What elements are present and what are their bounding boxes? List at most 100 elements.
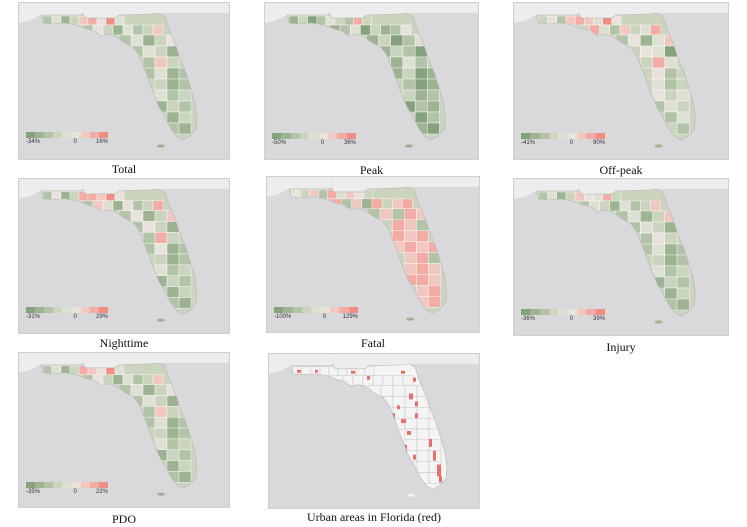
county bbox=[414, 56, 428, 69]
county bbox=[351, 198, 363, 209]
county bbox=[404, 230, 417, 242]
ramp-swatch bbox=[586, 133, 596, 139]
color-ramp bbox=[26, 307, 108, 313]
legend-min-label: -41% bbox=[521, 140, 536, 146]
color-ramp bbox=[521, 309, 605, 315]
ramp-swatch bbox=[80, 307, 90, 313]
urban-area bbox=[401, 419, 406, 424]
county bbox=[154, 242, 168, 255]
county bbox=[664, 265, 678, 278]
legend-max-label: 29% bbox=[95, 314, 108, 320]
ramp-swatch bbox=[595, 133, 605, 139]
florida-outline bbox=[286, 12, 446, 141]
county bbox=[652, 232, 666, 245]
county bbox=[166, 253, 180, 266]
urban-area bbox=[415, 413, 418, 419]
county bbox=[664, 232, 678, 245]
county bbox=[166, 460, 180, 472]
ramp-swatch bbox=[71, 482, 81, 488]
legend-mid-label: 0 bbox=[73, 489, 77, 495]
county bbox=[112, 374, 124, 385]
county bbox=[166, 111, 180, 124]
ramp-swatch bbox=[26, 307, 36, 313]
color-ramp bbox=[274, 307, 358, 313]
county bbox=[414, 111, 428, 124]
county bbox=[154, 264, 168, 276]
county bbox=[392, 375, 404, 386]
county bbox=[402, 198, 413, 209]
florida-outline bbox=[536, 188, 696, 317]
ramp-swatch bbox=[548, 133, 559, 139]
caption-urban: Urban areas in Florida (red) bbox=[307, 510, 441, 524]
county bbox=[178, 111, 192, 124]
county bbox=[640, 221, 653, 234]
ramp-swatch bbox=[327, 133, 338, 139]
county bbox=[132, 24, 144, 36]
ramp-swatch bbox=[71, 307, 81, 313]
county bbox=[676, 265, 690, 278]
county bbox=[652, 243, 666, 256]
florida-map-svg bbox=[514, 3, 728, 159]
county bbox=[178, 264, 192, 276]
county bbox=[122, 200, 134, 211]
county bbox=[69, 191, 80, 201]
county bbox=[676, 276, 690, 289]
florida-outline bbox=[40, 362, 198, 489]
caption-injury: Injury bbox=[606, 340, 636, 354]
county bbox=[402, 78, 416, 91]
ramp-swatch bbox=[35, 482, 45, 488]
county bbox=[402, 34, 416, 47]
county bbox=[664, 287, 678, 300]
county bbox=[154, 34, 168, 47]
urban-area bbox=[397, 405, 400, 410]
county bbox=[166, 100, 180, 113]
county bbox=[652, 221, 666, 234]
ramp-swatch bbox=[320, 307, 330, 313]
ramp-swatch bbox=[301, 307, 312, 313]
county bbox=[652, 56, 666, 69]
county bbox=[402, 56, 416, 69]
county bbox=[565, 191, 576, 202]
ramp-swatch bbox=[281, 133, 291, 139]
legend-total: -34% 0 16% bbox=[26, 132, 108, 148]
county bbox=[379, 208, 393, 220]
florida-outline bbox=[288, 186, 447, 314]
county bbox=[428, 263, 441, 275]
florida-outline bbox=[290, 363, 448, 490]
county bbox=[154, 67, 168, 80]
county bbox=[142, 56, 156, 69]
county bbox=[619, 200, 631, 212]
county bbox=[152, 200, 164, 211]
caption-peak: Peak bbox=[359, 163, 384, 177]
county bbox=[152, 24, 164, 36]
county bbox=[166, 449, 180, 461]
county bbox=[428, 274, 441, 286]
county bbox=[316, 15, 327, 26]
county bbox=[664, 111, 678, 124]
county bbox=[609, 24, 621, 36]
legend-max-label: 22% bbox=[95, 489, 108, 495]
county bbox=[166, 264, 180, 276]
county bbox=[391, 230, 405, 242]
county bbox=[371, 198, 383, 209]
panel-nighttime: -31% 0 29% Nighttime bbox=[18, 178, 230, 352]
florida-keys bbox=[654, 320, 663, 324]
county bbox=[154, 384, 168, 396]
county bbox=[69, 365, 80, 375]
county bbox=[392, 385, 406, 397]
county bbox=[428, 296, 441, 308]
county bbox=[178, 122, 192, 135]
florida-map-svg bbox=[19, 353, 229, 507]
county bbox=[122, 24, 134, 36]
county bbox=[361, 198, 373, 209]
florida-keys bbox=[654, 144, 663, 148]
county bbox=[427, 100, 440, 113]
ramp-swatch bbox=[311, 307, 321, 313]
ramp-swatch bbox=[89, 307, 99, 313]
county bbox=[664, 254, 678, 267]
county bbox=[166, 286, 180, 298]
county bbox=[404, 263, 417, 275]
ramp-swatch bbox=[53, 307, 63, 313]
county bbox=[154, 406, 168, 418]
ramp-swatch bbox=[98, 307, 108, 313]
